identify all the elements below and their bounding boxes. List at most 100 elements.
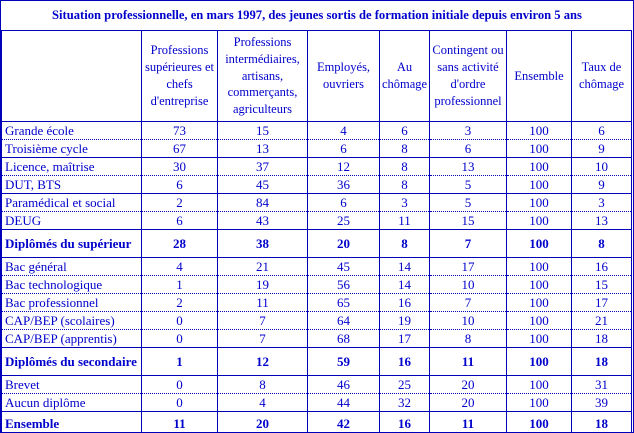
value-cell: 3 — [571, 193, 632, 212]
column-header: Taux de chômage — [571, 30, 632, 122]
value-cell: 67 — [141, 139, 218, 158]
row-label: Bac technologique — [1, 275, 142, 294]
row-label: Troisième cycle — [1, 139, 142, 158]
column-header: Ensemble — [506, 30, 572, 122]
value-cell: 100 — [506, 121, 572, 140]
value-cell: 17 — [571, 293, 632, 312]
value-cell: 4 — [217, 393, 308, 412]
value-cell: 28 — [141, 229, 218, 258]
value-cell: 6 — [379, 121, 430, 140]
value-cell: 17 — [429, 257, 507, 276]
table-row: Licence, maîtrise 30 37 12 8 13 100 10 — [1, 157, 632, 176]
value-cell: 11 — [429, 411, 507, 432]
table-row: Bac général 4 21 45 14 17 100 16 — [1, 257, 632, 276]
row-label: Bac professionnel — [1, 293, 142, 312]
table-row: DEUG 6 43 25 11 15 100 13 — [1, 211, 632, 230]
corner-cell — [1, 30, 142, 122]
value-cell: 3 — [429, 121, 507, 140]
value-cell: 0 — [141, 393, 218, 412]
value-cell: 20 — [429, 375, 507, 394]
table-row: CAP/BEP (apprentis) 0 7 68 17 8 100 18 — [1, 329, 632, 348]
value-cell: 18 — [571, 329, 632, 348]
value-cell: 10 — [429, 275, 507, 294]
value-cell: 5 — [429, 193, 507, 212]
value-cell: 25 — [307, 211, 380, 230]
value-cell: 19 — [379, 311, 430, 330]
table-row: Bac professionnel 2 11 65 16 7 100 17 — [1, 293, 632, 312]
table-row: CAP/BEP (scolaires) 0 7 64 19 10 100 21 — [1, 311, 632, 330]
column-header: Au chômage — [379, 30, 430, 122]
value-cell: 100 — [506, 139, 572, 158]
column-header: Professions supérieures et chefs d'entre… — [141, 30, 218, 122]
row-label: Diplômés du secondaire — [1, 347, 142, 376]
value-cell: 12 — [217, 347, 308, 376]
value-cell: 7 — [217, 329, 308, 348]
value-cell: 10 — [429, 311, 507, 330]
value-cell: 100 — [506, 257, 572, 276]
value-cell: 59 — [307, 347, 380, 376]
value-cell: 6 — [141, 211, 218, 230]
value-cell: 11 — [379, 211, 430, 230]
value-cell: 84 — [217, 193, 308, 212]
value-cell: 73 — [141, 121, 218, 140]
value-cell: 30 — [141, 157, 218, 176]
table-row: Troisième cycle 67 13 6 8 6 100 9 — [1, 139, 632, 158]
row-label: Brevet — [1, 375, 142, 394]
value-cell: 45 — [307, 257, 380, 276]
value-cell: 46 — [307, 375, 380, 394]
row-label: Aucun diplôme — [1, 393, 142, 412]
row-label: DEUG — [1, 211, 142, 230]
value-cell: 64 — [307, 311, 380, 330]
value-cell: 1 — [141, 347, 218, 376]
value-cell: 100 — [506, 211, 572, 230]
value-cell: 100 — [506, 375, 572, 394]
value-cell: 38 — [217, 229, 308, 258]
value-cell: 100 — [506, 157, 572, 176]
table-row: Bac technologique 1 19 56 14 10 100 15 — [1, 275, 632, 294]
value-cell: 100 — [506, 329, 572, 348]
value-cell: 100 — [506, 275, 572, 294]
value-cell: 16 — [379, 293, 430, 312]
row-label: Bac général — [1, 257, 142, 276]
table-row: Grande école 73 15 4 6 3 100 6 — [1, 121, 632, 140]
table-row: Diplômés du secondaire 1 12 59 16 11 100 18 — [1, 347, 632, 376]
value-cell: 39 — [571, 393, 632, 412]
value-cell: 8 — [429, 329, 507, 348]
value-cell: 100 — [506, 175, 572, 194]
value-cell: 25 — [379, 375, 430, 394]
value-cell: 68 — [307, 329, 380, 348]
value-cell: 6 — [307, 139, 380, 158]
value-cell: 11 — [217, 293, 308, 312]
table-row: DUT, BTS 6 45 36 8 5 100 9 — [1, 175, 632, 194]
row-label: DUT, BTS — [1, 175, 142, 194]
table-row: Paramédical et social 2 84 6 3 5 100 3 — [1, 193, 632, 212]
value-cell: 0 — [141, 311, 218, 330]
value-cell: 15 — [429, 211, 507, 230]
column-header: Contingent ou sans activité d'ordre prof… — [429, 30, 507, 122]
row-label: Licence, maîtrise — [1, 157, 142, 176]
value-cell: 3 — [379, 193, 430, 212]
value-cell: 100 — [506, 293, 572, 312]
value-cell: 4 — [307, 121, 380, 140]
value-cell: 19 — [217, 275, 308, 294]
value-cell: 7 — [429, 229, 507, 258]
value-cell: 21 — [217, 257, 308, 276]
value-cell: 8 — [379, 229, 430, 258]
column-header: Employés, ouvriers — [307, 30, 380, 122]
value-cell: 36 — [307, 175, 380, 194]
value-cell: 7 — [429, 293, 507, 312]
value-cell: 7 — [217, 311, 308, 330]
row-label: Ensemble — [1, 411, 142, 432]
table-body: Grande école 73 15 4 6 3 100 6 Troisième cycle 67… — [1, 121, 632, 432]
value-cell: 2 — [141, 193, 218, 212]
value-cell: 8 — [379, 175, 430, 194]
value-cell: 6 — [307, 193, 380, 212]
table-row: Diplômés du supérieur 28 38 20 8 7 100 8 — [1, 229, 632, 258]
value-cell: 16 — [379, 347, 430, 376]
value-cell: 100 — [506, 347, 572, 376]
value-cell: 1 — [141, 275, 218, 294]
table-row: Ensemble 11 20 42 16 11 100 18 — [1, 411, 632, 432]
value-cell: 21 — [571, 311, 632, 330]
value-cell: 100 — [506, 229, 572, 258]
